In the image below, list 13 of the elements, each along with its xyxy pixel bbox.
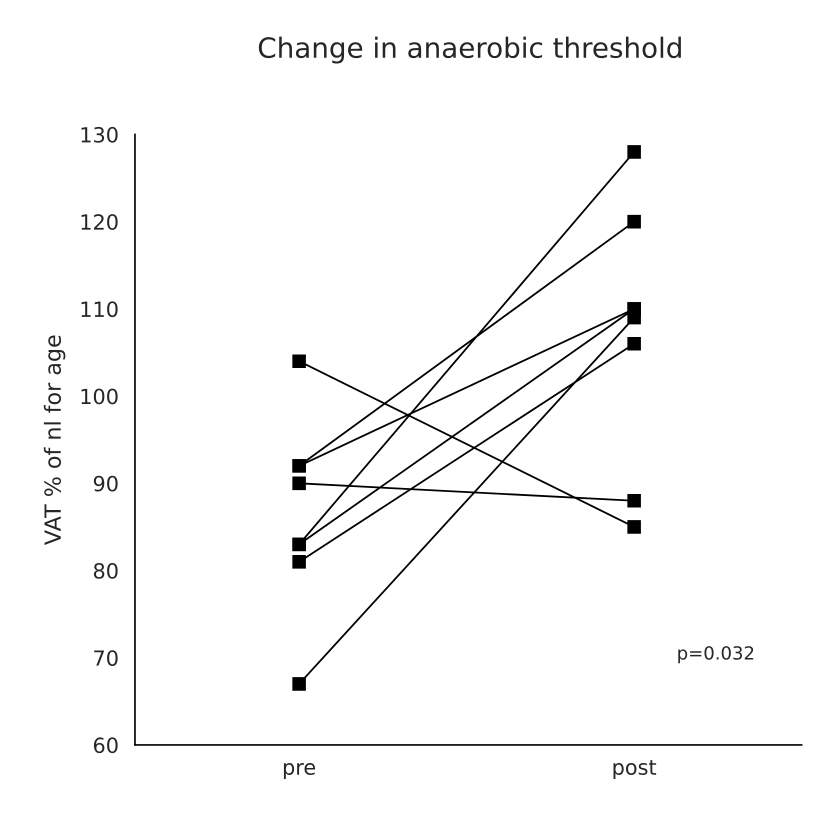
- chart-title: Change in anaerobic threshold: [258, 36, 681, 64]
- annotation: p=0.032: [678, 646, 754, 664]
- y-tick-label: 80: [94, 563, 118, 579]
- y-axis-title: VAT % of nl for age: [44, 335, 66, 545]
- y-tick-label: 110: [82, 301, 118, 318]
- y-tick-label: 90: [94, 476, 118, 492]
- y-tick-label: 60: [94, 737, 118, 754]
- y-tick-label: 120: [82, 214, 118, 230]
- x-tick-label: pre: [284, 763, 316, 780]
- x-tick-label: post: [614, 760, 656, 780]
- y-tick-label: 100: [82, 388, 118, 404]
- y-tick-label: 130: [82, 126, 118, 143]
- y-tick-label: 70: [94, 650, 118, 666]
